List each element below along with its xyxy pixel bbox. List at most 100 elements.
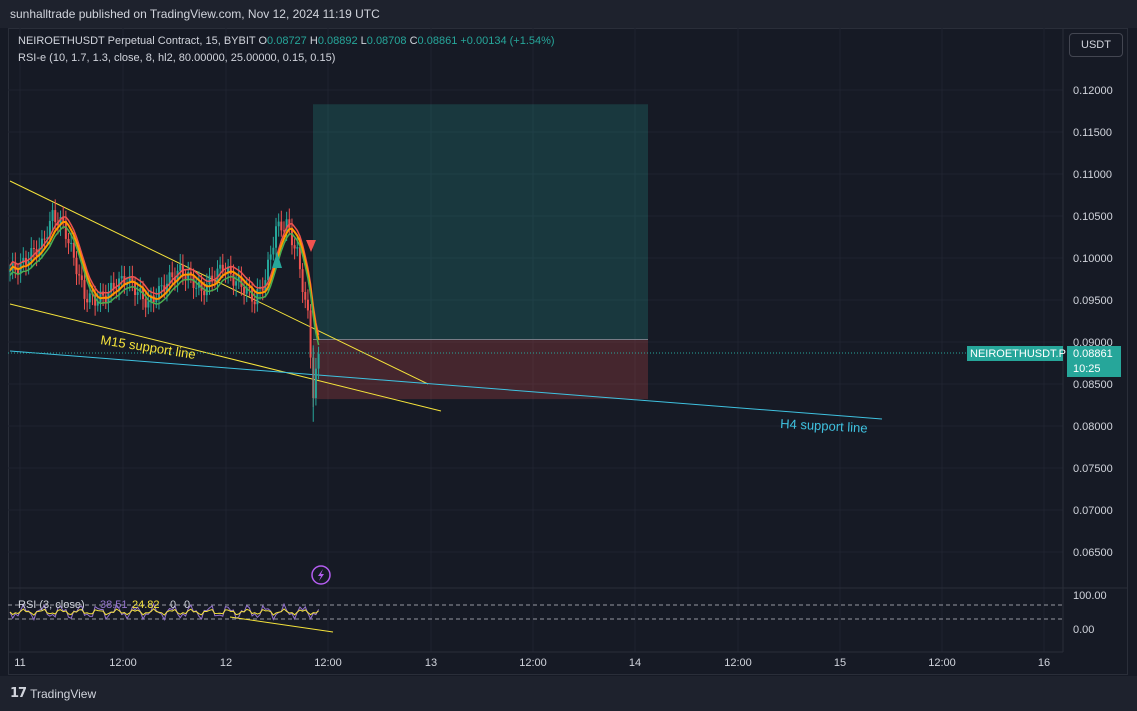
candle-body bbox=[229, 266, 232, 275]
candle-body bbox=[304, 292, 307, 300]
candle-body bbox=[187, 272, 190, 281]
price-tick-label: 0.09500 bbox=[1073, 295, 1113, 307]
candles-layer bbox=[9, 199, 320, 422]
rsi-axis-0: 0.00 bbox=[1073, 624, 1094, 636]
tradingview-logo-icon: 17 bbox=[10, 686, 27, 701]
candle-body bbox=[160, 285, 163, 287]
candle-body bbox=[240, 276, 243, 287]
candle-body bbox=[285, 219, 288, 231]
candle-body bbox=[110, 282, 113, 293]
candle-body bbox=[168, 272, 171, 284]
candle-body bbox=[64, 220, 67, 239]
time-tick-label: 12:00 bbox=[109, 657, 137, 669]
candle-body bbox=[9, 270, 11, 272]
lightning-icon[interactable] bbox=[311, 565, 331, 585]
candle-body bbox=[227, 266, 230, 273]
candle-body bbox=[27, 261, 30, 265]
candle-body bbox=[48, 220, 51, 238]
candle-body bbox=[51, 210, 54, 221]
price-tick-label: 0.12000 bbox=[1073, 85, 1113, 97]
rsi-signal-line bbox=[9, 608, 319, 616]
candle-body bbox=[54, 210, 57, 223]
rsi-value-1: 38.51 bbox=[100, 599, 128, 611]
time-tick-label: 12:00 bbox=[724, 657, 752, 669]
candle-body bbox=[309, 310, 312, 358]
time-tick-label: 13 bbox=[425, 657, 437, 669]
candle-body bbox=[203, 290, 206, 296]
indicator-legend[interactable]: RSI-e (10, 1.7, 1.3, close, 8, hl2, 80.0… bbox=[18, 52, 336, 64]
candle-body bbox=[293, 245, 296, 249]
currency-button[interactable]: USDT bbox=[1069, 33, 1123, 57]
rsi-axis-100: 100.00 bbox=[1073, 590, 1107, 602]
candle-body bbox=[317, 353, 320, 369]
candle-body bbox=[96, 301, 99, 306]
candle-body bbox=[282, 230, 285, 232]
time-tick-label: 15 bbox=[834, 657, 846, 669]
candle-body bbox=[314, 368, 317, 398]
candle-body bbox=[184, 276, 187, 281]
candle-body bbox=[157, 286, 160, 300]
candle-body bbox=[136, 292, 139, 296]
candle-body bbox=[16, 270, 19, 274]
candle-body bbox=[112, 282, 115, 289]
candle-body bbox=[224, 271, 227, 273]
candle-body bbox=[235, 281, 238, 286]
ma-green bbox=[9, 226, 320, 346]
candle-body bbox=[301, 269, 304, 293]
publish-header: sunhalltrade published on TradingView.co… bbox=[0, 0, 1137, 28]
price-tick-label: 0.11500 bbox=[1073, 127, 1112, 139]
h4-label: H4 support line bbox=[780, 416, 868, 436]
candle-body bbox=[131, 276, 134, 284]
rsi-line bbox=[9, 602, 320, 622]
candle-body bbox=[211, 275, 214, 282]
symbol-legend[interactable]: NEIROETHUSDT Perpetual Contract, 15, BYB… bbox=[18, 35, 555, 47]
price-tick-label: 0.07500 bbox=[1073, 463, 1113, 475]
candle-body bbox=[269, 254, 272, 260]
candle-body bbox=[30, 248, 33, 262]
footer-bar: 17 TradingView bbox=[0, 676, 1137, 711]
rsi-value-4: 0 bbox=[184, 599, 190, 611]
price-axis: 0.12000 0.11500 0.11000 0.10500 0.10000 0.095… bbox=[1073, 85, 1113, 559]
candle-body bbox=[277, 221, 280, 227]
tradingview-logo[interactable]: 17 TradingView bbox=[10, 686, 96, 701]
candle-body bbox=[192, 274, 195, 289]
candle-body bbox=[67, 238, 70, 244]
candle-body bbox=[298, 247, 301, 270]
low-label: L bbox=[360, 35, 367, 47]
candle-body bbox=[296, 247, 299, 249]
candle-body bbox=[83, 280, 86, 299]
publish-text: sunhalltrade published on TradingView.co… bbox=[10, 7, 380, 21]
trendline-upper bbox=[9, 180, 429, 385]
time-tick-label: 12:00 bbox=[519, 657, 547, 669]
candle-body bbox=[104, 295, 107, 303]
candle-body bbox=[115, 288, 118, 290]
position-tool bbox=[313, 104, 648, 400]
chart-frame[interactable] bbox=[8, 28, 1128, 675]
rsi-label: RSI (3, close) bbox=[18, 599, 85, 611]
price-tick-label: 0.11000 bbox=[1073, 169, 1112, 181]
candle-body bbox=[155, 299, 158, 303]
candle-body bbox=[245, 287, 248, 294]
price-tick-label: 0.08000 bbox=[1073, 421, 1113, 433]
candle-body bbox=[99, 291, 102, 302]
time-tick-label: 16 bbox=[1038, 657, 1050, 669]
candle-body bbox=[219, 264, 222, 269]
time-tick-label: 14 bbox=[629, 657, 641, 669]
sell-signal-icon bbox=[306, 240, 316, 252]
moving-averages bbox=[9, 216, 320, 346]
candle-body bbox=[86, 298, 89, 303]
candle-body bbox=[205, 284, 208, 296]
badge-symbol: NEIROETHUSDT.P bbox=[970, 348, 1066, 360]
high-value: 0.08892 bbox=[317, 35, 358, 47]
candle-body bbox=[62, 217, 65, 221]
open-value: 0.08727 bbox=[267, 35, 307, 47]
close-label: C bbox=[409, 35, 418, 47]
buy-signal-icon bbox=[272, 252, 282, 268]
close-value: 0.08861 bbox=[417, 35, 458, 47]
candle-body bbox=[275, 226, 277, 248]
badge-countdown: 10:25 bbox=[1073, 363, 1101, 375]
candle-body bbox=[80, 275, 83, 281]
trend-lines bbox=[9, 180, 883, 420]
candle-body bbox=[118, 278, 121, 290]
